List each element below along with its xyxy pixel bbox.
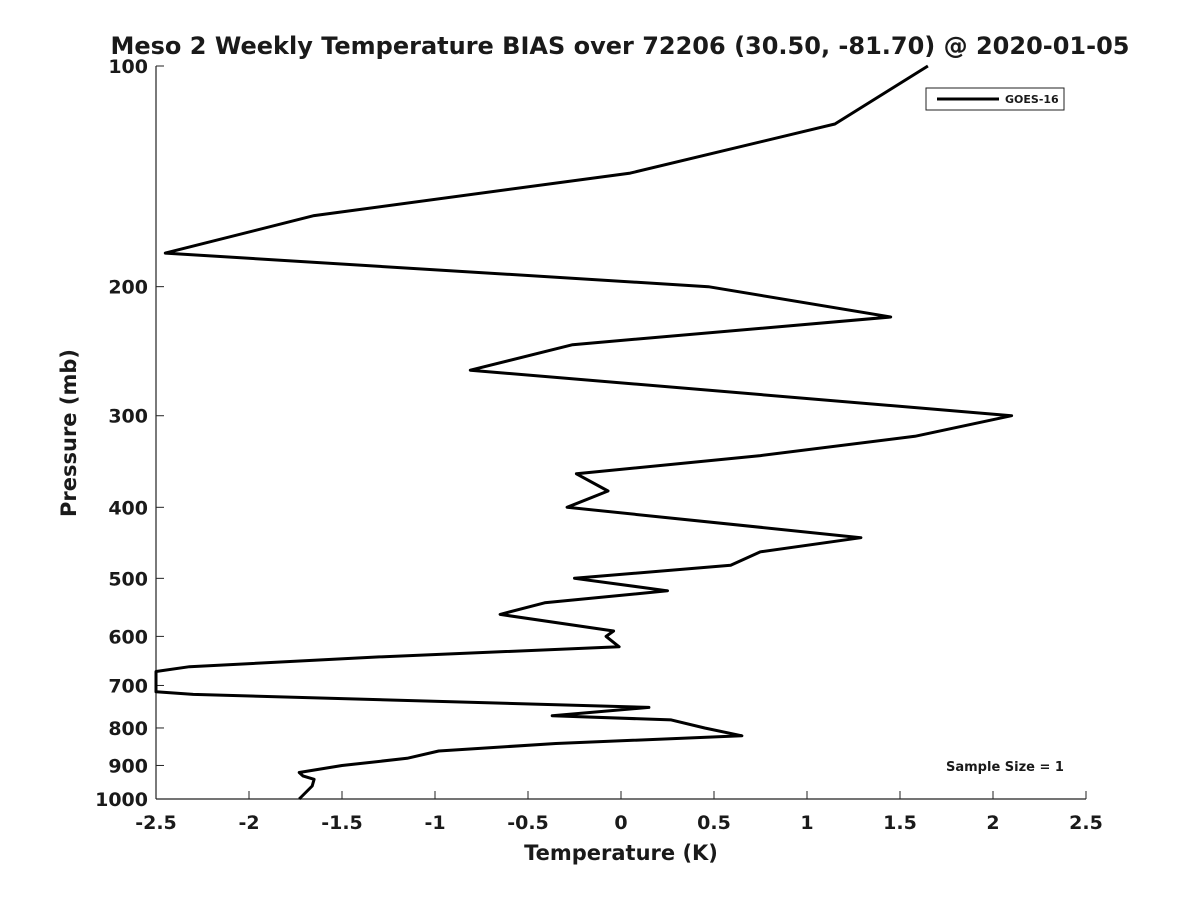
- x-ticks: -2.5 -2 -1.5 -1 -0.5 0 0.5 1 1.5 2 2.5: [135, 791, 1103, 834]
- axes-frame: [155, 66, 1086, 800]
- series-layer: [154, 64, 1014, 801]
- y-tick-label: 400: [108, 497, 148, 519]
- y-tick-label: 600: [108, 626, 148, 648]
- x-tick-label: -1.5: [321, 812, 363, 834]
- x-tick-label: 1.5: [883, 812, 917, 834]
- chart-title: Meso 2 Weekly Temperature BIAS over 7220…: [110, 32, 1129, 60]
- y-tick-label: 200: [108, 277, 148, 299]
- y-ticks: 100 200 300 400 500 600 700 800 900 1000: [95, 56, 164, 811]
- x-tick-label: 0: [614, 812, 627, 834]
- x-tick-label: 2: [986, 812, 999, 834]
- x-tick-label: -2: [238, 812, 259, 834]
- y-axis-label: Pressure (mb): [57, 349, 81, 517]
- y-tick-label: 300: [108, 406, 148, 428]
- x-tick-label: 2.5: [1069, 812, 1103, 834]
- sample-size-annotation: Sample Size = 1: [946, 760, 1064, 775]
- legend-label-goes16: GOES-16: [1005, 93, 1059, 106]
- legend: GOES-16: [925, 87, 1065, 111]
- y-tick-label: 1000: [95, 789, 148, 811]
- series-line-goes-16: [154, 64, 1014, 801]
- y-tick-label: 800: [108, 718, 148, 740]
- x-tick-label: 0.5: [697, 812, 731, 834]
- x-tick-label: -2.5: [135, 812, 177, 834]
- y-tick-label: 700: [108, 675, 148, 697]
- y-tick-label: 500: [108, 568, 148, 590]
- x-axis-label: Temperature (K): [524, 841, 718, 865]
- y-tick-label: 900: [108, 755, 148, 777]
- y-tick-label: 100: [108, 56, 148, 78]
- x-tick-label: 1: [800, 812, 813, 834]
- x-tick-label: -0.5: [507, 812, 549, 834]
- x-tick-label: -1: [424, 812, 445, 834]
